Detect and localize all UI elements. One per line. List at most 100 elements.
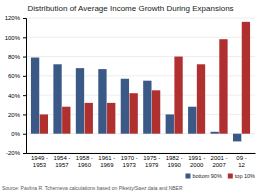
bar xyxy=(143,81,151,134)
bars xyxy=(31,22,250,142)
x-tick: 1970 -1973 xyxy=(121,155,138,168)
bar xyxy=(53,64,61,133)
x-tick: 1975 -1979 xyxy=(143,155,160,168)
tick-label-line: 1969 xyxy=(100,162,114,168)
bar xyxy=(107,103,115,134)
legend-swatch xyxy=(185,174,190,179)
tick-label: 1961 -1969 xyxy=(98,155,115,168)
tick-mark xyxy=(23,114,26,115)
bar xyxy=(152,90,160,133)
tick-label-line: 1958 - xyxy=(76,155,93,161)
x-tick: 2001 -2007 xyxy=(211,155,228,168)
bar xyxy=(98,69,106,134)
tick-label: 1958 -1960 xyxy=(76,155,93,168)
legend-label: top 10% xyxy=(235,173,255,179)
tick-label: 60% xyxy=(8,73,21,79)
x-tick: 1958 -1960 xyxy=(76,155,93,168)
tick-label: 1949 -1953 xyxy=(31,155,48,168)
x-tick: 1991 -2000 xyxy=(188,155,205,168)
legend-item: bottom 90% xyxy=(185,173,221,179)
tick-label: -20% xyxy=(6,150,21,156)
grid xyxy=(26,18,255,153)
axis-line xyxy=(27,153,256,154)
tick-label-line: 1982 - xyxy=(166,155,183,161)
y-tick: 20% xyxy=(8,112,26,118)
tick-label: 100% xyxy=(5,35,21,41)
tick-mark xyxy=(23,95,26,96)
y-axis: -20% 0% 20% 40% 60% 80% 100% 120% xyxy=(5,15,27,156)
tick-label-line: 1953 xyxy=(33,162,47,168)
tick-label-line: 1979 xyxy=(145,162,159,168)
tick-mark xyxy=(23,76,26,77)
tick-label: 1982 -1990 xyxy=(166,155,183,168)
x-tick: 09 -12 xyxy=(236,155,246,168)
bar xyxy=(166,114,174,133)
y-tick: 100% xyxy=(5,35,26,41)
tick-mark xyxy=(23,153,26,154)
tick-label: 1970 -1973 xyxy=(121,155,138,168)
tick-label-line: 1970 - xyxy=(121,155,138,161)
tick-label-line: 09 - xyxy=(236,155,246,161)
bar xyxy=(76,68,84,134)
x-tick: 1954 -1957 xyxy=(53,155,70,168)
tick-label: 40% xyxy=(8,93,21,99)
annotation: Source: Pavlina R. Tcherneva calculation… xyxy=(2,185,183,191)
grid-line xyxy=(26,153,255,154)
tick-label-line: 1949 - xyxy=(31,155,48,161)
tick-label-line: 2001 - xyxy=(211,155,228,161)
bar xyxy=(62,107,70,134)
x-tick: 1949 -1953 xyxy=(31,155,48,168)
title: Distribution of Average Income Growth Du… xyxy=(27,4,233,13)
bar-series xyxy=(40,22,250,134)
bar xyxy=(233,134,241,142)
y-tick: 0% xyxy=(11,131,26,137)
bar xyxy=(242,22,250,134)
tick-label-line: 1990 xyxy=(167,162,181,168)
tick-label-line: 2000 xyxy=(190,162,204,168)
y-tick: 80% xyxy=(8,54,26,60)
tick-label: 120% xyxy=(5,15,21,21)
axis-line xyxy=(23,19,27,154)
tick-mark xyxy=(23,18,26,19)
x-axis: 1949 -1953 1954 -1957 1958 -1960 1961 -1969… xyxy=(27,154,256,168)
y-tick: -20% xyxy=(6,150,26,156)
bar xyxy=(40,114,48,133)
bar xyxy=(174,57,182,134)
tick-label: 0% xyxy=(11,131,20,137)
tick-label-line: 2007 xyxy=(212,162,226,168)
y-tick: 60% xyxy=(8,73,26,79)
bar xyxy=(197,64,205,133)
bar xyxy=(211,132,219,134)
tick-mark xyxy=(23,134,26,135)
tick-label-line: 1991 - xyxy=(188,155,205,161)
x-tick: 1961 -1969 xyxy=(98,155,115,168)
tick-label-line: 1957 xyxy=(55,162,69,168)
bar xyxy=(85,103,93,134)
legend-swatch xyxy=(228,174,233,179)
tick-label: 80% xyxy=(8,54,21,60)
tick-label: 2001 -2007 xyxy=(211,155,228,168)
bar xyxy=(121,79,129,134)
tick-label: 1954 -1957 xyxy=(53,155,70,168)
y-tick: 40% xyxy=(8,93,26,99)
bar xyxy=(31,58,39,134)
bar-series xyxy=(31,58,241,142)
tick-label: 09 -12 xyxy=(236,155,246,168)
bar xyxy=(188,107,196,134)
tick-label: 1975 -1979 xyxy=(143,155,160,168)
legend-item: top 10% xyxy=(228,173,255,179)
x-tick: 1982 -1990 xyxy=(166,155,183,168)
grid-line xyxy=(26,18,255,19)
tick-label-line: 1975 - xyxy=(143,155,160,161)
tick-label-line: 12 xyxy=(238,162,245,168)
y-tick: 120% xyxy=(5,15,26,21)
tick-label-line: 1973 xyxy=(123,162,137,168)
bar xyxy=(219,39,227,134)
tick-label-line: 1960 xyxy=(78,162,92,168)
tick-label: 20% xyxy=(8,112,21,118)
legend-label: bottom 90% xyxy=(192,173,221,179)
tick-mark xyxy=(23,37,26,38)
tick-mark xyxy=(23,57,26,58)
chart: Distribution of Average Income Growth Du… xyxy=(0,0,261,193)
bar xyxy=(129,93,137,134)
